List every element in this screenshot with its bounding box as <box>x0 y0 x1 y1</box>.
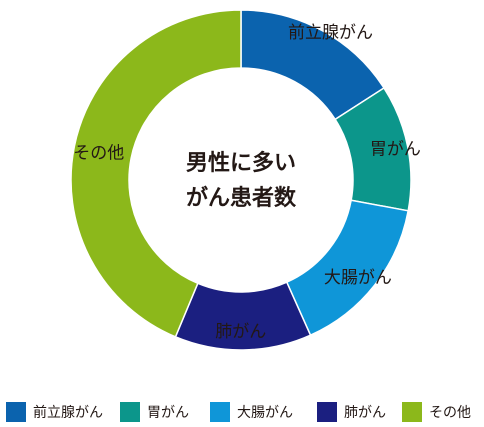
legend-swatch-2 <box>210 402 230 422</box>
slice-label-0: 前立腺がん <box>288 23 373 43</box>
slice-label-4: その他 <box>73 143 124 163</box>
legend-label-4: その他 <box>429 405 471 421</box>
legend-swatch-3 <box>317 402 337 422</box>
legend-swatch-1 <box>120 402 140 422</box>
slice-label-1: 胃がん <box>370 140 421 160</box>
center-title-line-2: がん患者数 <box>186 185 297 211</box>
legend-label-3: 肺がん <box>344 405 386 421</box>
legend-item-2: 大腸がん <box>210 402 317 422</box>
slice-label-3: 肺がん <box>215 322 266 342</box>
center-title-line-1: 男性に多い <box>186 150 296 176</box>
legend-item-1: 胃がん <box>120 402 210 422</box>
chart-legend: 前立腺がん 胃がん 大腸がん 肺がん その他 <box>6 400 484 424</box>
legend-swatch-0 <box>6 402 26 422</box>
legend-item-3: 肺がん <box>317 402 402 422</box>
slice-4 <box>70 9 242 338</box>
legend-label-0: 前立腺がん <box>33 405 103 421</box>
legend-item-0: 前立腺がん <box>6 402 120 422</box>
legend-swatch-4 <box>402 402 422 422</box>
legend-label-2: 大腸がん <box>237 405 293 421</box>
donut-slices <box>70 9 412 351</box>
legend-label-1: 胃がん <box>147 405 189 421</box>
slice-label-2: 大腸がん <box>324 268 392 288</box>
legend-item-4: その他 <box>402 402 484 422</box>
